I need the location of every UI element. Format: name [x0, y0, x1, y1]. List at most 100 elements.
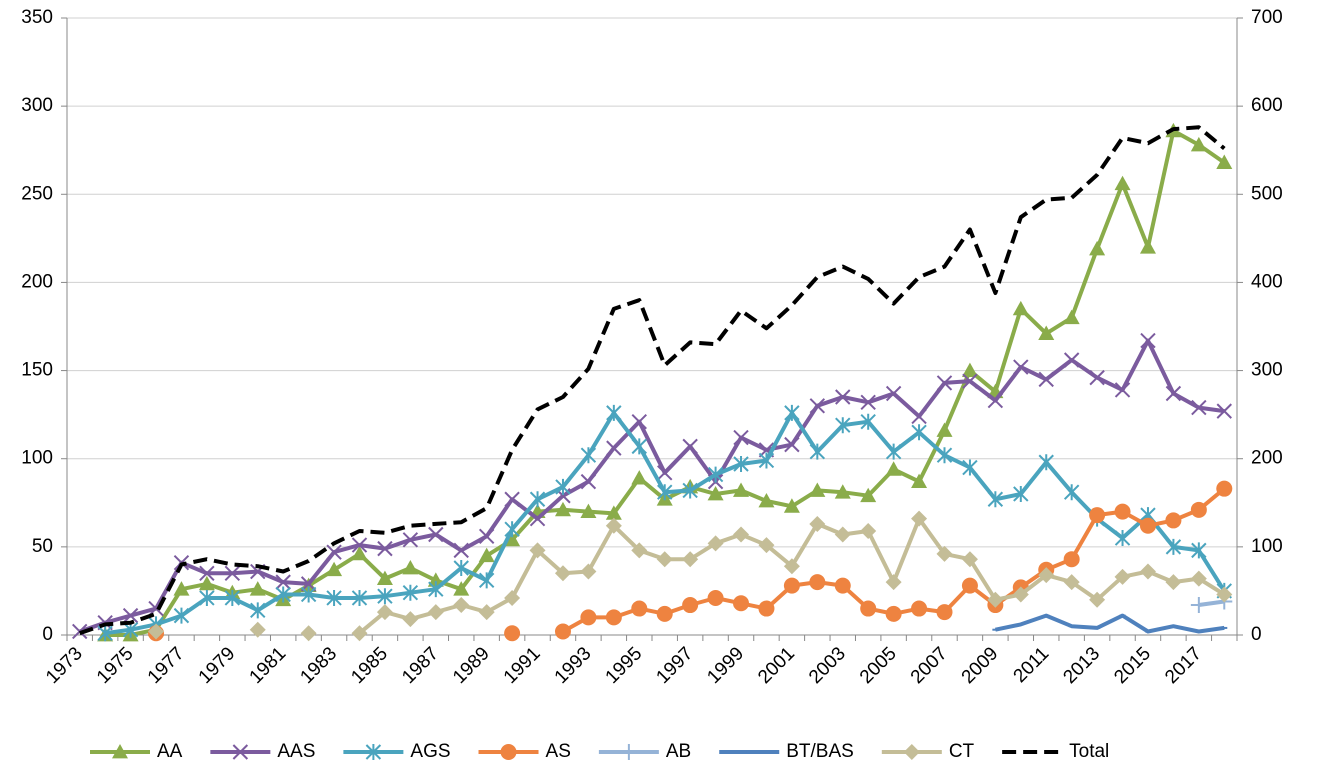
x-tick-label: 1979 [195, 643, 240, 688]
marker [427, 604, 444, 621]
marker [1165, 385, 1182, 402]
marker [1216, 154, 1233, 169]
marker [97, 625, 113, 642]
marker [112, 744, 128, 759]
legend-item: AAS [210, 741, 315, 762]
marker [198, 575, 215, 591]
legend-item: AB [598, 741, 691, 762]
x-tick-label: 1993 [551, 643, 596, 688]
x-tick-label: 2013 [1059, 643, 1104, 688]
series-line [79, 125, 1226, 636]
marker [504, 491, 520, 507]
marker [860, 413, 876, 430]
y2-tick-label: 300 [1251, 360, 1283, 381]
marker [733, 526, 750, 543]
y2-tick-label: 500 [1251, 183, 1283, 204]
marker [580, 503, 597, 518]
x-tick-label: 2007 [907, 643, 952, 688]
marker [657, 465, 673, 481]
marker [428, 581, 444, 598]
marker [478, 547, 495, 563]
y2-tick-label: 400 [1251, 271, 1283, 292]
x-tick-label: 1975 [93, 643, 138, 688]
marker [1063, 309, 1080, 325]
marker [682, 551, 699, 568]
marker [453, 581, 470, 596]
marker [1114, 175, 1131, 191]
marker [783, 558, 800, 575]
marker [1216, 403, 1232, 419]
marker [529, 542, 546, 559]
x-tick-label: 1989 [449, 643, 494, 688]
marker [733, 429, 749, 446]
marker [936, 447, 953, 464]
marker [903, 744, 920, 760]
marker [834, 577, 851, 594]
marker [606, 440, 622, 456]
marker [224, 589, 241, 606]
marker [1139, 563, 1156, 580]
marker [1139, 239, 1156, 254]
marker [707, 535, 724, 552]
x-tick-label: 1973 [42, 643, 87, 688]
marker [173, 607, 190, 624]
marker [555, 478, 571, 495]
y2-tick-label: 700 [1251, 7, 1283, 28]
marker [1089, 591, 1106, 608]
marker [275, 586, 291, 603]
marker [1089, 240, 1106, 256]
marker [707, 466, 724, 483]
marker [478, 528, 495, 544]
x-tick-label: 2011 [1010, 643, 1054, 687]
marker [300, 586, 317, 603]
marker [620, 744, 637, 760]
legend-label: Total [1069, 741, 1109, 762]
marker [961, 577, 978, 594]
marker [783, 498, 800, 513]
marker [936, 545, 953, 562]
y-tick-label: 350 [21, 7, 53, 28]
x-tick-label: 2001 [754, 643, 799, 688]
marker [1038, 371, 1054, 388]
marker [351, 589, 368, 606]
marker [232, 744, 249, 760]
marker [504, 625, 521, 642]
marker [402, 532, 419, 548]
marker [758, 452, 775, 469]
marker [860, 522, 877, 539]
marker [961, 551, 978, 568]
marker [962, 373, 978, 389]
marker [835, 417, 851, 434]
marker [504, 531, 521, 547]
marker [554, 501, 571, 517]
marker [1063, 484, 1080, 501]
marker [1038, 325, 1055, 340]
marker [682, 597, 699, 614]
marker [580, 447, 597, 464]
marker [1038, 567, 1055, 584]
marker [809, 482, 826, 497]
marker [580, 473, 597, 490]
marker [1114, 530, 1131, 547]
marker [402, 611, 419, 628]
marker [351, 625, 368, 642]
marker [504, 589, 521, 606]
marker [733, 456, 749, 473]
marker [478, 604, 495, 621]
marker [453, 542, 469, 559]
marker [1114, 382, 1131, 398]
marker [376, 570, 393, 585]
series-line [79, 338, 1225, 634]
marker [504, 521, 520, 538]
marker [631, 413, 647, 430]
marker [377, 540, 393, 557]
x-tick-label: 1991 [500, 643, 545, 688]
y-tick-label: 200 [21, 271, 53, 292]
marker [1013, 485, 1029, 502]
y2-tick-label: 600 [1251, 95, 1283, 116]
marker [1190, 597, 1207, 614]
marker [784, 436, 800, 453]
marker [529, 491, 546, 508]
marker [376, 604, 393, 621]
marker [1165, 574, 1182, 591]
